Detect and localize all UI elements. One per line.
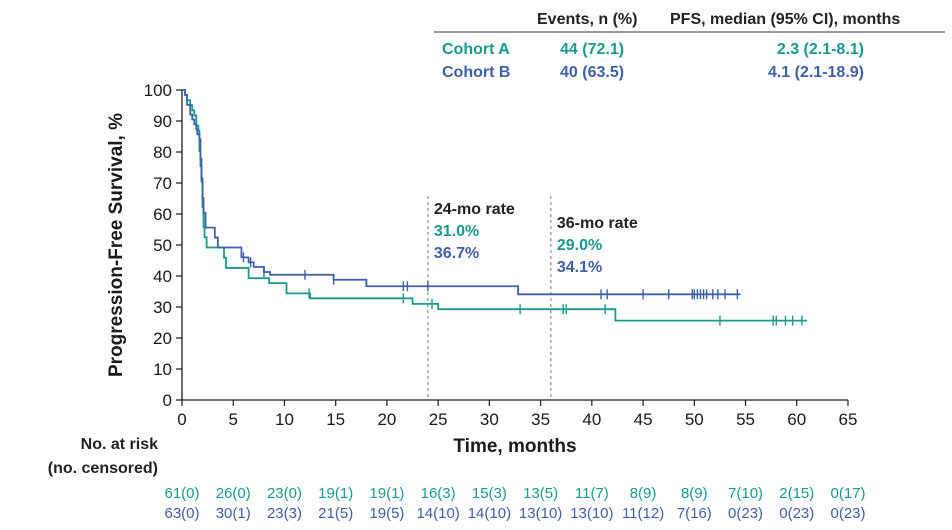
x-tick-label: 35 <box>531 410 550 429</box>
legend-cohort-b-name: Cohort B <box>442 64 510 81</box>
pfs-header: PFS, median (95% CI), months <box>670 11 900 28</box>
risk-cell-cohort-b: 13(10) <box>570 505 613 522</box>
risk-cell-cohort-a: 23(0) <box>267 485 302 502</box>
risk-cell-cohort-b: 14(10) <box>468 505 511 522</box>
risk-cell-cohort-b: 21(5) <box>318 505 353 522</box>
risk-cell-cohort-b: 30(1) <box>216 505 251 522</box>
risk-cell-cohort-b: 0(23) <box>728 505 763 522</box>
y-tick-label: 0 <box>163 391 172 410</box>
y-tick-label: 50 <box>153 236 172 255</box>
risk-cell-cohort-a: 2(15) <box>779 485 814 502</box>
legend-cohort-b-events: 40 (63.5) <box>560 64 624 81</box>
x-tick-label: 20 <box>377 410 396 429</box>
x-tick-label: 40 <box>582 410 601 429</box>
risk-cell-cohort-a: 11(7) <box>575 485 609 502</box>
risk-cell-cohort-a: 8(9) <box>681 485 708 502</box>
curve-cohort-b <box>182 89 741 296</box>
survival-curves <box>182 89 808 326</box>
risk-title-line2: (no. censored) <box>48 460 158 477</box>
x-tick-label: 65 <box>839 410 858 429</box>
x-tick-label: 45 <box>634 410 653 429</box>
landmark-value-24-cohort-a: 31.0% <box>434 223 479 240</box>
events-header: Events, n (%) <box>537 11 637 28</box>
landmark-title-24: 24-mo rate <box>434 201 515 218</box>
y-tick-label: 10 <box>153 360 172 379</box>
risk-cell-cohort-a: 16(3) <box>421 485 456 502</box>
y-tick-label: 60 <box>153 205 172 224</box>
landmark-value-36-cohort-a: 29.0% <box>557 237 602 254</box>
x-tick-label: 50 <box>685 410 704 429</box>
risk-cell-cohort-b: 63(0) <box>164 505 199 522</box>
risk-cell-cohort-b: 23(3) <box>267 505 302 522</box>
risk-cell-cohort-a: 19(1) <box>318 485 353 502</box>
legend-cohort-a-name: Cohort A <box>442 41 510 58</box>
risk-cell-cohort-b: 7(16) <box>677 505 712 522</box>
landmark-value-36-cohort-b: 34.1% <box>557 259 602 276</box>
risk-cell-cohort-a: 7(10) <box>728 485 763 502</box>
risk-cell-cohort-b: 13(10) <box>519 505 562 522</box>
landmark-title-36: 36-mo rate <box>557 215 638 232</box>
legend-cohort-b-pfs: 4.1 (2.1-18.9) <box>768 64 864 81</box>
x-tick-label: 15 <box>326 410 345 429</box>
legend-cohort-a-events: 44 (72.1) <box>560 41 624 58</box>
risk-cell-cohort-a: 13(5) <box>523 485 558 502</box>
y-tick-label: 90 <box>153 112 172 131</box>
y-tick-label: 30 <box>153 298 172 317</box>
risk-title-line1: No. at risk <box>81 436 158 453</box>
risk-table: 61(0) 26(0) 23(0) 19(1) 19(1) 16(3) 15(3) 13(5)… <box>164 485 865 522</box>
risk-cell-cohort-b: 11(12) <box>622 505 664 522</box>
risk-cell-cohort-a: 19(1) <box>369 485 404 502</box>
y-tick-label: 20 <box>153 329 172 348</box>
y-tick-label: 80 <box>153 143 172 162</box>
risk-cell-cohort-a: 15(3) <box>472 485 507 502</box>
legend-cohort-a-pfs: 2.3 (2.1-8.1) <box>777 41 864 58</box>
x-ticks: 0 5 10 15 20 25 30 35 40 45 50 55 60 65 <box>177 400 857 429</box>
risk-cell-cohort-a: 0(17) <box>830 485 865 502</box>
y-tick-label: 70 <box>153 174 172 193</box>
risk-cell-cohort-b: 0(23) <box>779 505 814 522</box>
risk-cell-cohort-a: 61(0) <box>164 485 199 502</box>
risk-cell-cohort-b: 14(10) <box>416 505 459 522</box>
y-axis-label: Progression-Free Survival, % <box>106 113 127 377</box>
landmark-annotations: 24-mo rate 31.0% 36.7% 36-mo rate 29.0% 34.1% <box>427 196 638 400</box>
curve-cohort-a <box>182 89 808 322</box>
x-tick-label: 0 <box>177 410 186 429</box>
x-axis-label: Time, months <box>453 436 576 457</box>
x-tick-label: 5 <box>228 410 237 429</box>
y-ticks: 0 10 20 30 40 50 60 70 80 90 100 <box>144 81 182 410</box>
x-tick-label: 30 <box>480 410 499 429</box>
x-tick-label: 60 <box>787 410 806 429</box>
risk-cell-cohort-a: 26(0) <box>216 485 251 502</box>
x-tick-label: 10 <box>275 410 294 429</box>
y-tick-label: 100 <box>144 81 172 100</box>
risk-cell-cohort-b: 19(5) <box>369 505 404 522</box>
y-tick-label: 40 <box>153 267 172 286</box>
landmark-value-24-cohort-b: 36.7% <box>434 245 479 262</box>
x-tick-label: 55 <box>736 410 755 429</box>
x-tick-label: 25 <box>429 410 448 429</box>
risk-cell-cohort-a: 8(9) <box>630 485 657 502</box>
risk-cell-cohort-b: 0(23) <box>830 505 865 522</box>
